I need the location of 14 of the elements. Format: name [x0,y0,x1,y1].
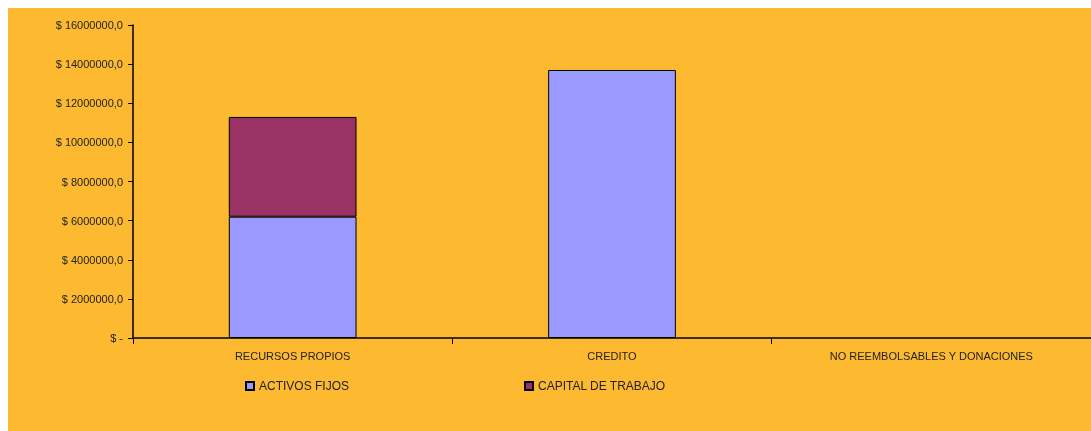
y-tick-label: $ 12000000,0 [55,97,123,110]
x-tick-label: NO REEMBOLSABLES Y DONACIONES [829,349,1033,362]
legend-label: ACTIVOS FIJOS [259,379,350,393]
legend-label: CAPITAL DE TRABAJO [538,379,666,393]
x-tick-label: CREDITO [587,349,638,362]
y-tick-label: $ 10000000,0 [55,136,123,149]
y-tick-label: $ 8000000,0 [61,175,123,188]
y-tick-label: $ 4000000,0 [61,253,123,266]
y-tick-label: $ - [110,332,124,344]
x-tick-label: RECURSOS PROPIOS [234,349,351,362]
y-tick-label: $ 14000000,0 [55,58,123,71]
y-tick-label: $ 6000000,0 [61,214,123,227]
y-tick-label: $ 2000000,0 [61,292,123,305]
y-tick-label: $ 16000000,0 [55,19,123,31]
